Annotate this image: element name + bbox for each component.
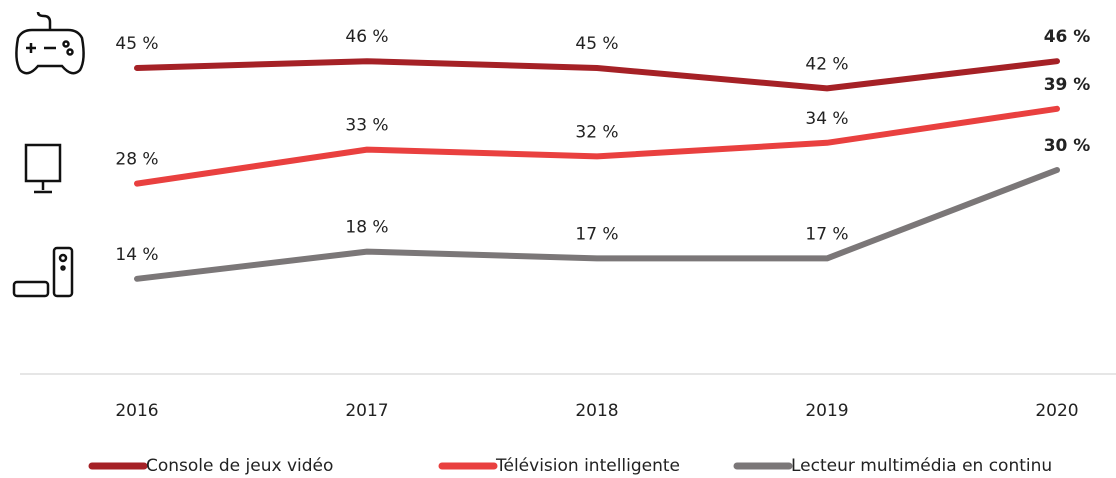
legend-label: Télévision intelligente [495,456,680,476]
legend-label: Lecteur multimédia en continu [791,456,1052,476]
data-label: 14 % [115,245,158,265]
series-line [134,105,1060,187]
data-label: 46 % [345,27,388,47]
x-tick-label: 2018 [575,401,618,421]
tv-icon [24,143,62,194]
series-line [134,58,1060,92]
data-label: 42 % [805,54,848,74]
x-tick-label: 2016 [115,401,158,421]
data-label: 45 % [115,34,158,54]
data-label: 45 % [575,34,618,54]
media-player-icon [12,246,74,298]
series-line [134,167,1060,282]
data-label: 34 % [805,109,848,129]
data-label: 28 % [115,150,158,170]
gamepad-icon [15,11,85,75]
x-tick-label: 2017 [345,401,388,421]
data-label: 46 % [1044,27,1091,47]
x-tick-label: 2019 [805,401,848,421]
legend-label: Console de jeux vidéo [146,456,333,476]
data-label: 17 % [575,224,618,244]
data-label: 33 % [345,116,388,136]
data-label: 32 % [575,122,618,142]
data-label: 18 % [345,218,388,238]
data-label: 39 % [1044,75,1091,95]
data-label: 30 % [1044,136,1091,156]
x-tick-label: 2020 [1035,401,1078,421]
data-label: 17 % [805,224,848,244]
